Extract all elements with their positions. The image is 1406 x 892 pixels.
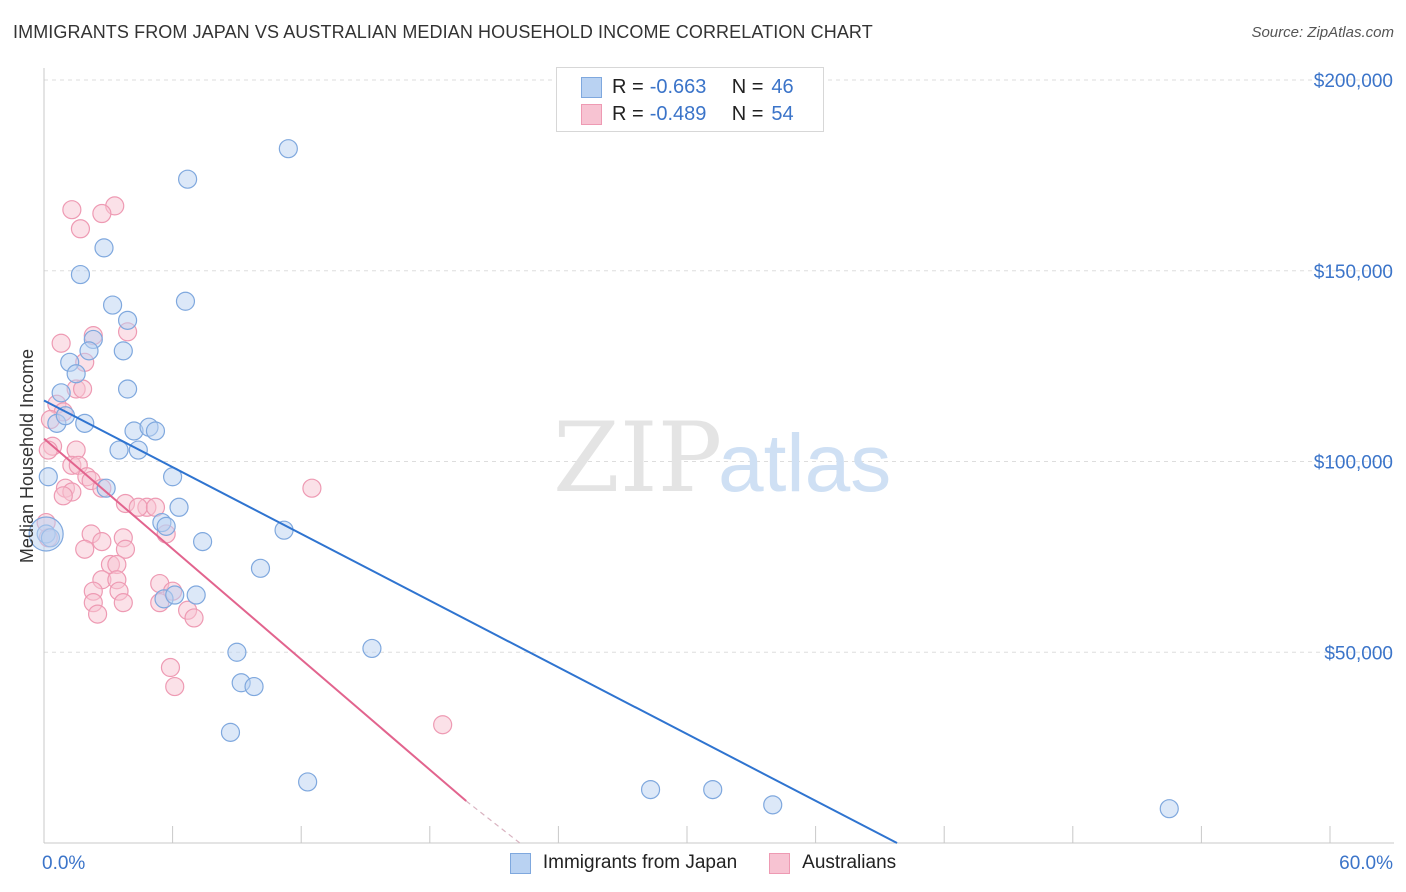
australians-point <box>115 539 136 559</box>
japan-point <box>117 310 138 330</box>
australians-point <box>92 203 112 224</box>
legend-swatch-australians <box>769 852 791 874</box>
series-legend: Immigrants from Japan Australians <box>0 852 1406 874</box>
legend-label-japan: Immigrants from Japan <box>542 852 738 873</box>
australians-trend-extension <box>465 800 521 844</box>
legend-row-japan: R = -0.663 N = 46 <box>581 74 794 100</box>
japan-point <box>763 795 783 815</box>
japan-point <box>79 341 99 361</box>
japan-point <box>193 532 213 552</box>
australians-point <box>302 478 322 498</box>
y-tick-label: $100,000 <box>1314 453 1393 474</box>
legend-n-label: N = <box>731 102 764 125</box>
japan-point <box>175 291 196 311</box>
japan-point <box>1159 799 1179 819</box>
japan-point <box>186 585 206 605</box>
legend-r-value: -0.663 <box>649 75 707 98</box>
chart-title: IMMIGRANTS FROM JAPAN VS AUSTRALIAN MEDI… <box>13 22 873 42</box>
japan-point <box>298 772 318 792</box>
australians-trend-line <box>43 437 467 802</box>
japan-point <box>66 364 86 384</box>
japan-points <box>28 139 1179 819</box>
japan-point <box>220 722 241 742</box>
x-tick-label: 60.0% <box>1339 853 1393 874</box>
japan-point <box>38 467 58 487</box>
y-axis-label: Median Household Income <box>17 349 37 563</box>
japan-point <box>117 379 138 399</box>
source-label: Source: ZipAtlas.com <box>1251 24 1394 41</box>
australians-point <box>113 593 133 613</box>
australians-point <box>51 333 71 353</box>
y-tick-label: $150,000 <box>1314 262 1393 283</box>
japan-point <box>227 642 247 662</box>
legend-swatch-japan <box>581 76 602 98</box>
legend-r-label: R = <box>612 75 644 98</box>
legend-item-australians[interactable]: Australians <box>769 852 896 874</box>
japan-point <box>250 558 271 578</box>
japan-point <box>703 779 723 800</box>
y-tick-label: $50,000 <box>1324 643 1393 664</box>
legend-n-value: 54 <box>771 102 794 125</box>
japan-trend-line <box>43 399 898 844</box>
australians-point <box>165 676 185 697</box>
japan-point <box>156 516 176 536</box>
trend-lines <box>43 399 898 844</box>
grid-lines <box>44 79 1394 653</box>
japan-point <box>96 478 116 498</box>
australians-point <box>92 532 112 552</box>
australians-point <box>62 200 82 220</box>
australians-point <box>87 604 108 624</box>
japan-point <box>145 421 166 441</box>
japan-point <box>640 779 661 800</box>
legend-item-japan[interactable]: Immigrants from Japan <box>509 852 738 874</box>
japan-point <box>278 139 298 159</box>
japan-point <box>113 341 133 361</box>
australians-point <box>160 657 181 678</box>
legend-n-value: 46 <box>771 75 794 98</box>
japan-point <box>169 497 189 517</box>
legend-r-value: -0.489 <box>649 102 707 125</box>
japan-point <box>178 169 198 189</box>
japan-point <box>109 440 129 460</box>
legend-swatch-japan <box>509 852 531 874</box>
australians-point <box>53 486 73 506</box>
australians-point <box>433 715 453 735</box>
legend-r-label: R = <box>612 102 644 125</box>
legend-label-australians: Australians <box>802 852 897 873</box>
japan-point <box>165 585 185 605</box>
watermark-atlas: atlas <box>718 418 891 509</box>
japan-point <box>28 516 64 552</box>
japan-point <box>94 238 114 258</box>
japan-point <box>244 676 264 697</box>
legend-swatch-australians <box>581 103 602 125</box>
australians-point <box>38 440 58 460</box>
y-tick-label: $200,000 <box>1314 71 1393 92</box>
australians-point <box>184 608 204 628</box>
watermark-zip: ZIP <box>553 402 722 514</box>
stats-legend: R = -0.663 N = 46 R = -0.489 N = 54 <box>556 67 824 132</box>
japan-point <box>70 264 91 285</box>
japan-point <box>75 413 95 433</box>
zipatlas-watermark: ZIP atlas <box>553 402 891 514</box>
australians-point <box>70 219 91 239</box>
japan-point <box>362 638 382 659</box>
australians-point <box>75 539 95 559</box>
tick-labels: $50,000 $100,000 $150,000 $200,000 0.0% 60.0% <box>42 71 1393 874</box>
japan-point <box>102 295 123 315</box>
legend-row-australians: R = -0.489 N = 54 <box>581 101 794 127</box>
x-tick-label: 0.0% <box>42 853 85 874</box>
legend-n-label: N = <box>731 75 764 98</box>
japan-point <box>51 383 71 403</box>
